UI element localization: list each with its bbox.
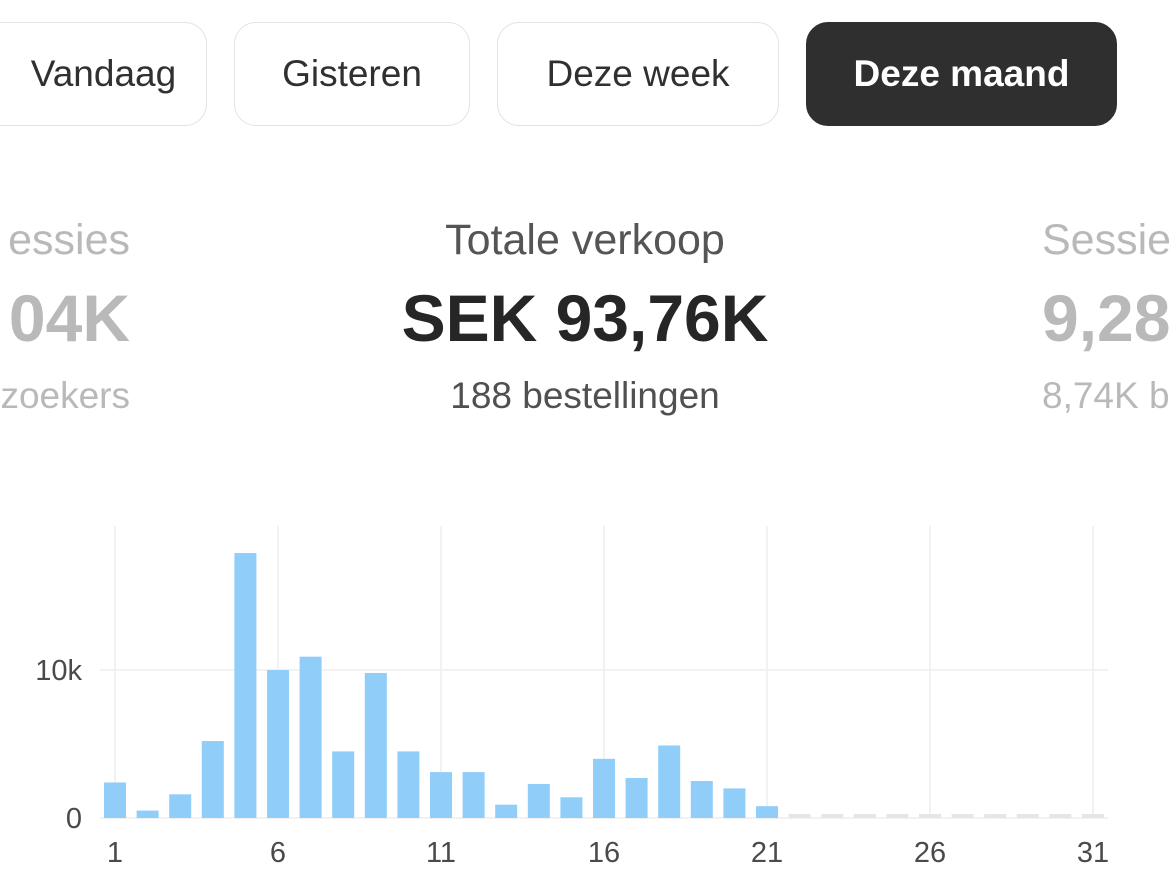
x-tick-label: 26	[914, 837, 946, 869]
metric-subtext: 8,74K b	[1042, 375, 1170, 416]
x-tick-label: 16	[588, 837, 620, 869]
bar-day-22	[788, 814, 811, 818]
period-this-month-label: Deze maand	[853, 53, 1070, 94]
x-tick-label: 6	[270, 837, 286, 869]
bar-day-28	[984, 814, 1007, 818]
metric-value: SEK 93,76K	[401, 281, 769, 355]
metric-subtext: zoekers	[0, 375, 130, 416]
x-tick-label: 21	[751, 837, 783, 869]
metric-value: 9,28	[1042, 281, 1170, 355]
chart-y-axis: 0 10k	[35, 655, 82, 835]
bar-day-2	[136, 810, 159, 818]
period-yesterday-label: Gisteren	[282, 53, 422, 94]
metric-label: Sessie	[1042, 216, 1170, 264]
bar-day-7	[299, 656, 322, 818]
period-this-week-button[interactable]: Deze week	[497, 22, 779, 126]
bar-day-13	[495, 804, 518, 818]
chart-bars	[104, 553, 1104, 818]
metric-value: 04K	[8, 281, 130, 355]
metric-label: essies	[8, 216, 130, 264]
bar-day-11	[430, 772, 452, 818]
bar-day-15	[560, 797, 583, 818]
bar-day-29	[1016, 814, 1039, 818]
bar-day-31	[1082, 814, 1104, 818]
bar-day-4	[201, 741, 224, 818]
bar-day-18	[658, 745, 681, 818]
bar-day-3	[169, 794, 192, 818]
bar-day-27	[951, 814, 974, 818]
bar-day-10	[397, 751, 420, 818]
bar-day-16	[593, 758, 615, 818]
metric-card-sessions-next[interactable]: Sessie 9,28 8,74K b	[1042, 212, 1170, 420]
bar-day-14	[527, 783, 550, 818]
y-tick-label: 0	[66, 803, 82, 835]
chart-x-axis: 1 6 11 16 21 26 31	[107, 837, 1109, 869]
period-today-label: Vandaag	[30, 53, 177, 94]
period-yesterday-button[interactable]: Gisteren	[234, 22, 470, 126]
metric-card-sessions-prev[interactable]: essies 04K zoekers	[0, 212, 130, 420]
period-today-button[interactable]: Vandaag	[0, 22, 207, 126]
bar-day-9	[364, 672, 387, 818]
bar-day-21	[756, 806, 778, 818]
metric-card-total-sales[interactable]: Totale verkoop SEK 93,76K 188 bestelling…	[325, 212, 845, 420]
metric-subtext: 188 bestellingen	[450, 375, 720, 416]
metric-label: Totale verkoop	[445, 216, 725, 264]
bar-day-26	[919, 814, 941, 818]
bar-day-19	[690, 781, 713, 818]
bar-day-12	[462, 772, 485, 818]
bar-day-25	[886, 814, 909, 818]
bar-day-24	[853, 814, 876, 818]
y-tick-label: 10k	[35, 655, 82, 687]
x-tick-label: 1	[107, 837, 123, 869]
bar-day-6	[267, 670, 289, 818]
period-this-week-label: Deze week	[546, 53, 730, 94]
period-this-month-button[interactable]: Deze maand	[806, 22, 1117, 126]
x-tick-label: 11	[426, 837, 456, 869]
bar-day-17	[625, 778, 648, 818]
bar-day-30	[1049, 814, 1072, 818]
bar-day-5	[234, 553, 257, 818]
bar-day-8	[332, 751, 355, 818]
bar-day-20	[723, 788, 746, 818]
x-tick-label: 31	[1077, 837, 1109, 869]
bar-day-1	[104, 782, 126, 818]
bar-day-23	[821, 814, 844, 818]
